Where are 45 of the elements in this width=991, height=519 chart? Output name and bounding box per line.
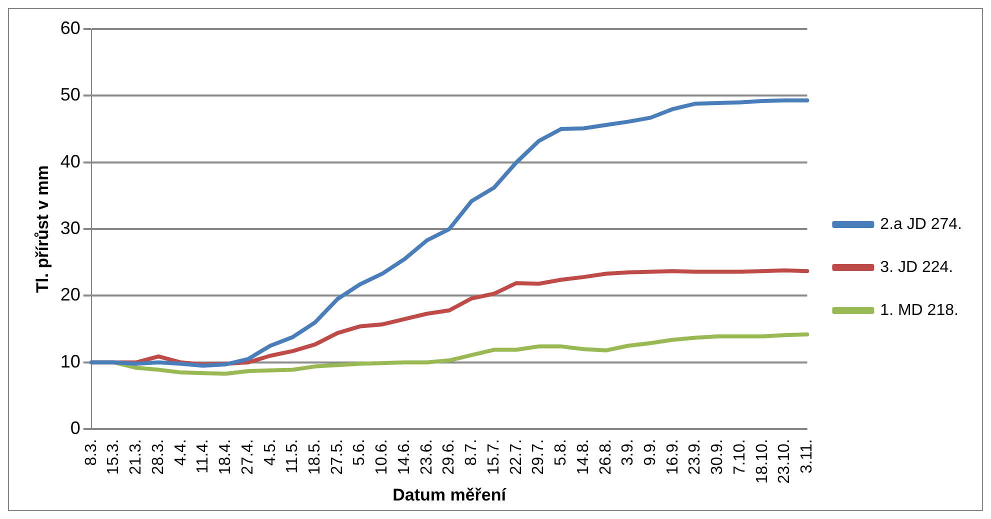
x-tick-label: 7.10. [731, 439, 748, 475]
x-tick-label: 18.4. [217, 439, 234, 475]
x-tick-label: 18.10. [754, 439, 771, 484]
x-tick-label: 3.11. [798, 439, 816, 474]
legend-label: 3. JD 224. [880, 258, 954, 276]
x-tick-label: 21.3. [128, 439, 145, 475]
x-axis-title: Datum měření [392, 485, 508, 504]
legend-label: 2.a JD 274. [880, 216, 962, 233]
x-tick-label: 23.6. [418, 439, 436, 475]
x-tick-label: 9.9. [642, 439, 660, 466]
y-tick-label: 0 [70, 418, 80, 438]
x-tick-label: 27.4. [239, 439, 256, 475]
x-tick-label: 18.5. [306, 439, 324, 475]
x-tick-label: 14.8. [574, 439, 592, 475]
x-tick-label: 23.9. [686, 439, 704, 475]
y-tick-label: 10 [60, 351, 80, 372]
y-tick-label: 40 [60, 151, 80, 172]
x-tick-label: 5.6. [351, 439, 368, 466]
x-tick-label: 8.7. [463, 439, 480, 466]
y-tick-label: 60 [60, 18, 80, 38]
x-tick-label: 15.7. [485, 439, 502, 475]
y-tick-label: 20 [60, 284, 80, 305]
x-tick-label: 3.9. [620, 439, 637, 466]
x-tick-label: 11.4. [194, 439, 212, 474]
y-tick-label: 50 [60, 84, 80, 105]
x-tick-label: 29.7. [530, 439, 548, 475]
x-tick-label: 27.5. [328, 439, 346, 475]
x-tick-label: 28.3. [150, 439, 167, 475]
x-tick-label: 8.3. [82, 439, 100, 466]
x-tick-label: 22.7. [508, 439, 525, 475]
x-tick-label: 30.9. [709, 439, 726, 475]
legend-label: 1. MD 218. [880, 302, 958, 319]
x-tick-label: 23.10. [776, 439, 794, 484]
x-tick-label: 5.8. [552, 439, 570, 466]
x-tick-label: 14.6. [396, 439, 413, 475]
x-tick-label: 16.9. [664, 439, 682, 475]
x-tick-label: 10.6. [374, 439, 391, 475]
x-tick-label: 11.5. [284, 439, 302, 474]
x-tick-label: 29.6. [440, 439, 458, 475]
x-tick-label: 4.4. [172, 439, 190, 466]
x-tick-label: 15.3. [105, 439, 122, 475]
x-tick-label: 4.5. [262, 439, 279, 466]
x-tick-label: 26.8. [597, 439, 614, 475]
y-tick-label: 30 [60, 218, 80, 238]
y-axis-title: Tl. přírůst v mm [32, 165, 52, 293]
